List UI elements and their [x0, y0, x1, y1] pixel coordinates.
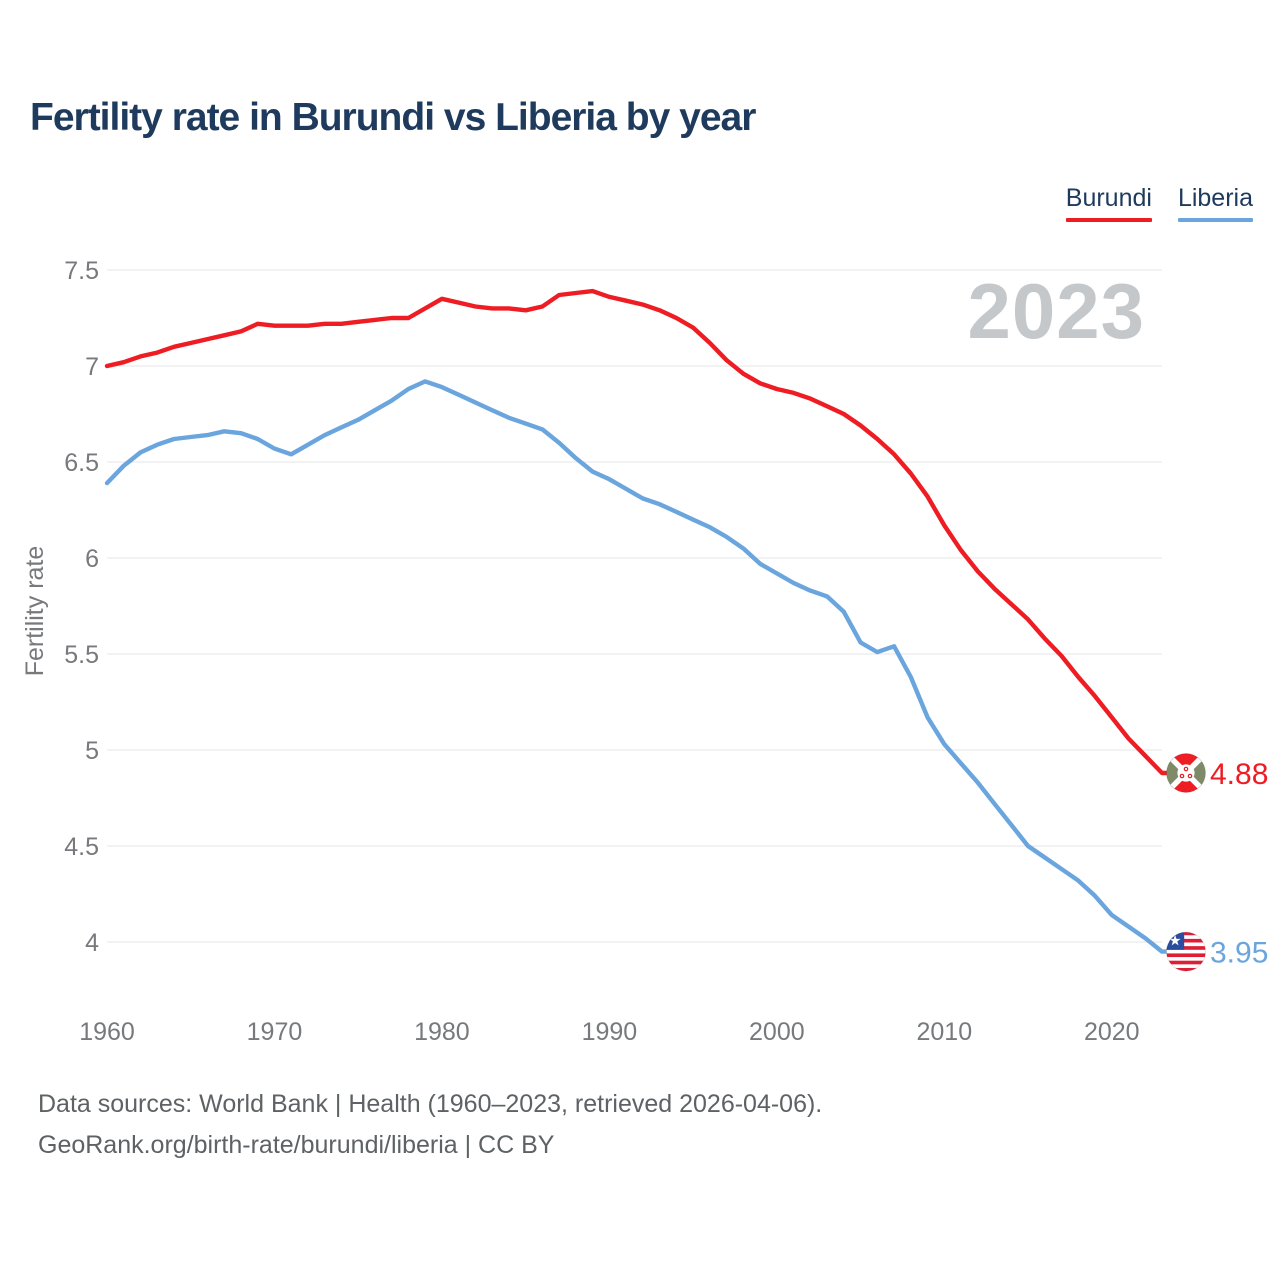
x-tick-label: 1960: [79, 1018, 135, 1046]
series-lines[interactable]: [104, 288, 1173, 954]
x-axis-tick-labels: 1960 1970 1980 1990 2000 2010 2020: [79, 1018, 1139, 1046]
y-tick-label: 4.5: [64, 833, 99, 861]
burundi-flag-icon: [1166, 753, 1206, 793]
y-tick-label: 6.5: [64, 449, 99, 477]
gridlines: [107, 269, 1162, 943]
end-value-liberia: 3.95: [1210, 937, 1268, 970]
x-tick-label: 1980: [414, 1018, 470, 1046]
series-line-burundi[interactable]: [104, 288, 1173, 776]
y-tick-label: 5.5: [64, 641, 99, 669]
x-tick-label: 2020: [1084, 1018, 1140, 1046]
legend-item-burundi[interactable]: Burundi: [1065, 184, 1152, 222]
x-tick-label: 2000: [749, 1018, 805, 1046]
y-tick-label: 6: [85, 545, 99, 573]
legend-swatch-burundi: [1065, 217, 1152, 222]
y-tick-label: 7.5: [64, 257, 99, 285]
x-tick-label: 1990: [582, 1018, 638, 1046]
legend: Burundi Liberia: [1065, 184, 1253, 222]
y-tick-label: 7: [85, 353, 99, 381]
legend-swatch-liberia: [1177, 217, 1253, 222]
liberia-flag-icon: [1166, 931, 1206, 972]
legend-item-liberia[interactable]: Liberia: [1177, 184, 1253, 222]
series-line-liberia[interactable]: [104, 379, 1173, 954]
page-title: Fertility rate in Burundi vs Liberia by …: [30, 96, 756, 139]
x-tick-label: 1970: [247, 1018, 303, 1046]
y-tick-label: 5: [85, 737, 99, 765]
x-tick-label: 2010: [916, 1018, 972, 1046]
footer-sources-line: Data sources: World Bank | Health (1960–…: [38, 1090, 823, 1118]
end-value-burundi: 4.88: [1210, 758, 1268, 791]
end-value-labels: 4.88 3.95: [1210, 758, 1268, 970]
y-tick-label: 4: [85, 929, 99, 957]
year-watermark: 2023: [967, 267, 1145, 355]
legend-label-burundi: Burundi: [1065, 184, 1152, 212]
footer-attribution-line: GeoRank.org/birth-rate/burundi/liberia |…: [38, 1131, 555, 1160]
legend-label-liberia: Liberia: [1177, 184, 1253, 212]
y-axis-title: Fertility rate: [21, 546, 49, 677]
y-axis-tick-labels: 7.5 7 6.5 6 5.5 5 4.5 4: [64, 257, 99, 957]
footer: Data sources: World Bank | Health (1960–…: [38, 1084, 822, 1167]
